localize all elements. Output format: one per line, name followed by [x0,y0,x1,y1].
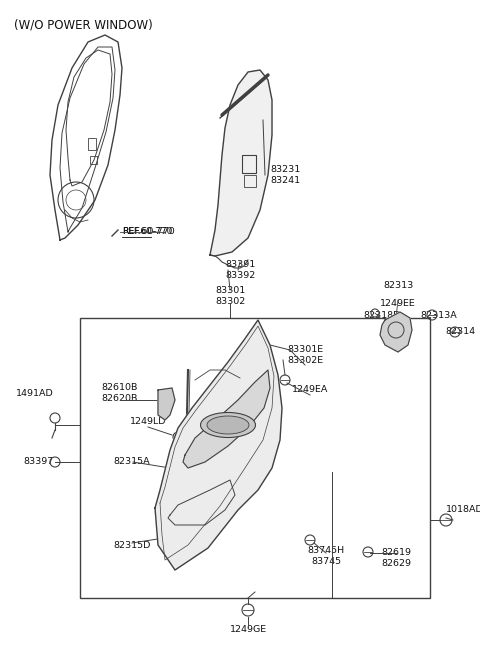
Polygon shape [155,320,282,570]
Polygon shape [210,70,272,256]
Text: 83397: 83397 [23,457,53,466]
Ellipse shape [201,413,255,438]
Bar [242,155,256,173]
Text: 1249GE: 1249GE [229,626,266,634]
Text: 83301
83302: 83301 83302 [215,286,245,306]
Polygon shape [158,388,175,420]
Polygon shape [380,312,412,352]
Text: 82313A: 82313A [420,310,457,319]
Text: 1491AD: 1491AD [16,388,54,398]
Text: 1249LD: 1249LD [130,417,166,426]
Text: 1249EE: 1249EE [380,298,416,308]
Ellipse shape [207,416,249,434]
Text: 83231
83241: 83231 83241 [270,165,300,185]
Bar [90,156,97,164]
Text: 82610B
82620B: 82610B 82620B [102,383,138,403]
Text: 82315A: 82315A [114,457,150,466]
Text: 82619
82629: 82619 82629 [381,548,411,567]
Polygon shape [183,370,270,468]
Bar [80,318,430,598]
Text: 82318D: 82318D [363,310,400,319]
Text: 82314: 82314 [445,327,475,337]
Bar [88,138,96,150]
Text: REF.60-770: REF.60-770 [122,228,175,237]
Text: 1018AD: 1018AD [446,506,480,514]
Text: 83391
83392: 83391 83392 [225,260,255,279]
Text: 1249EA: 1249EA [292,386,328,394]
Text: (W/O POWER WINDOW): (W/O POWER WINDOW) [14,18,153,31]
Text: 83301E
83302E: 83301E 83302E [287,345,323,365]
Text: 83745H
83745: 83745H 83745 [307,546,345,565]
Text: 82315D: 82315D [113,541,151,550]
Bar [244,175,256,187]
Text: REF.60-770: REF.60-770 [122,228,172,237]
Text: 82313: 82313 [383,281,413,289]
